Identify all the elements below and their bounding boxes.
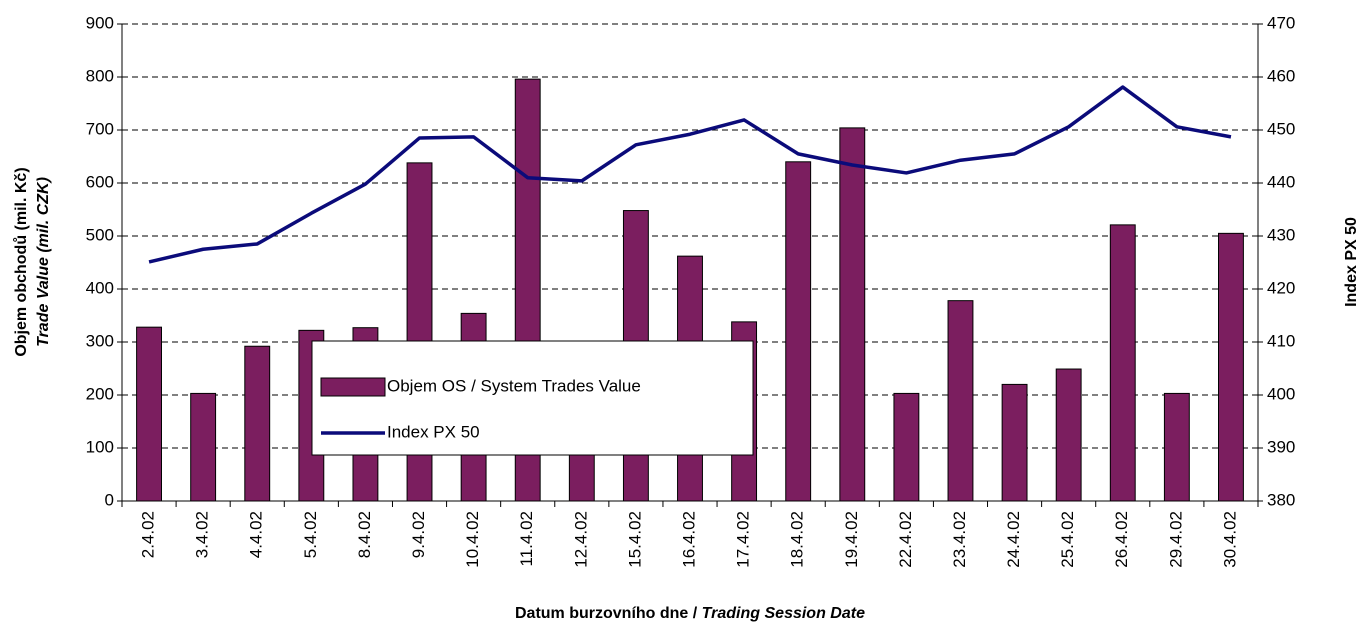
bar xyxy=(947,300,974,502)
legend-label: Index PX 50 xyxy=(387,422,480,441)
bar xyxy=(893,392,920,502)
y2-tick-label: 450 xyxy=(1267,119,1295,138)
y2-tick-label: 420 xyxy=(1267,278,1295,297)
x-tick-label: 30.4.02 xyxy=(1220,511,1239,568)
y-axis-label-en: Trade Value (mil. CZK) xyxy=(35,177,52,347)
y-tick-label: 300 xyxy=(86,331,114,350)
y-tick-label: 900 xyxy=(86,13,114,32)
bar xyxy=(190,392,217,502)
x-tick-label: 8.4.02 xyxy=(355,511,374,558)
y2-tick-label: 460 xyxy=(1267,66,1295,85)
x-tick-label: 10.4.02 xyxy=(463,511,482,568)
y-tick-label: 100 xyxy=(86,437,114,456)
y-tick-label: 800 xyxy=(86,66,114,85)
y-axis-label: Objem obchodů (mil. Kč) xyxy=(13,167,30,356)
x-tick-label: 25.4.02 xyxy=(1058,511,1077,568)
y-tick-label: 400 xyxy=(86,278,114,297)
x-tick-label: 23.4.02 xyxy=(950,511,969,568)
x-tick-label: 26.4.02 xyxy=(1112,511,1131,568)
x-tick-label: 11.4.02 xyxy=(517,511,536,566)
bar xyxy=(244,345,271,502)
x-tick-label: 3.4.02 xyxy=(193,511,212,558)
x-axis-label: Datum burzovního dne / Trading Session D… xyxy=(515,605,865,622)
x-tick-label: 22.4.02 xyxy=(896,511,915,568)
x-tick-label: 15.4.02 xyxy=(625,511,644,568)
bar xyxy=(839,127,866,502)
bar xyxy=(1163,392,1190,502)
y2-tick-label: 470 xyxy=(1267,13,1295,32)
x-tick-label: 12.4.02 xyxy=(571,511,590,568)
y2-tick-label: 430 xyxy=(1267,225,1295,244)
x-tick-label: 5.4.02 xyxy=(301,511,320,558)
x-tick-label: 19.4.02 xyxy=(842,511,861,568)
y-tick-label: 200 xyxy=(86,384,114,403)
bar xyxy=(136,326,162,502)
y2-tick-label: 390 xyxy=(1267,437,1295,456)
x-tick-label: 4.4.02 xyxy=(247,511,266,558)
x-tick-label: 9.4.02 xyxy=(409,511,428,558)
y2-tick-label: 410 xyxy=(1267,331,1295,350)
x-tick-label: 18.4.02 xyxy=(788,511,807,568)
x-tick-label: 16.4.02 xyxy=(679,511,698,568)
y-tick-label: 0 xyxy=(105,490,114,509)
x-tick-label: 17.4.02 xyxy=(734,511,753,568)
bar xyxy=(785,161,812,502)
bar xyxy=(1109,224,1136,502)
x-tick-label: 29.4.02 xyxy=(1166,511,1185,568)
y-tick-label: 500 xyxy=(86,225,114,244)
x-axis-label-cs: Datum burzovního dne / xyxy=(515,605,702,622)
x-tick-label: 24.4.02 xyxy=(1004,511,1023,568)
legend-swatch xyxy=(320,377,386,397)
bar xyxy=(1218,232,1244,502)
bar xyxy=(1001,383,1028,502)
y-tick-label: 700 xyxy=(86,119,114,138)
line xyxy=(148,85,1232,264)
y2-tick-label: 440 xyxy=(1267,172,1295,191)
y2-tick-label: 400 xyxy=(1267,384,1295,403)
y2-tick-label: 380 xyxy=(1267,490,1295,509)
x-axis-label-en: Trading Session Date xyxy=(702,605,865,622)
y-tick-label: 600 xyxy=(86,172,114,191)
legend-box xyxy=(311,340,754,456)
y2-axis-label: Index PX 50 xyxy=(1343,217,1360,307)
bar xyxy=(1055,368,1082,502)
legend-label: Objem OS / System Trades Value xyxy=(387,376,641,395)
x-tick-label: 2.4.02 xyxy=(139,511,158,558)
